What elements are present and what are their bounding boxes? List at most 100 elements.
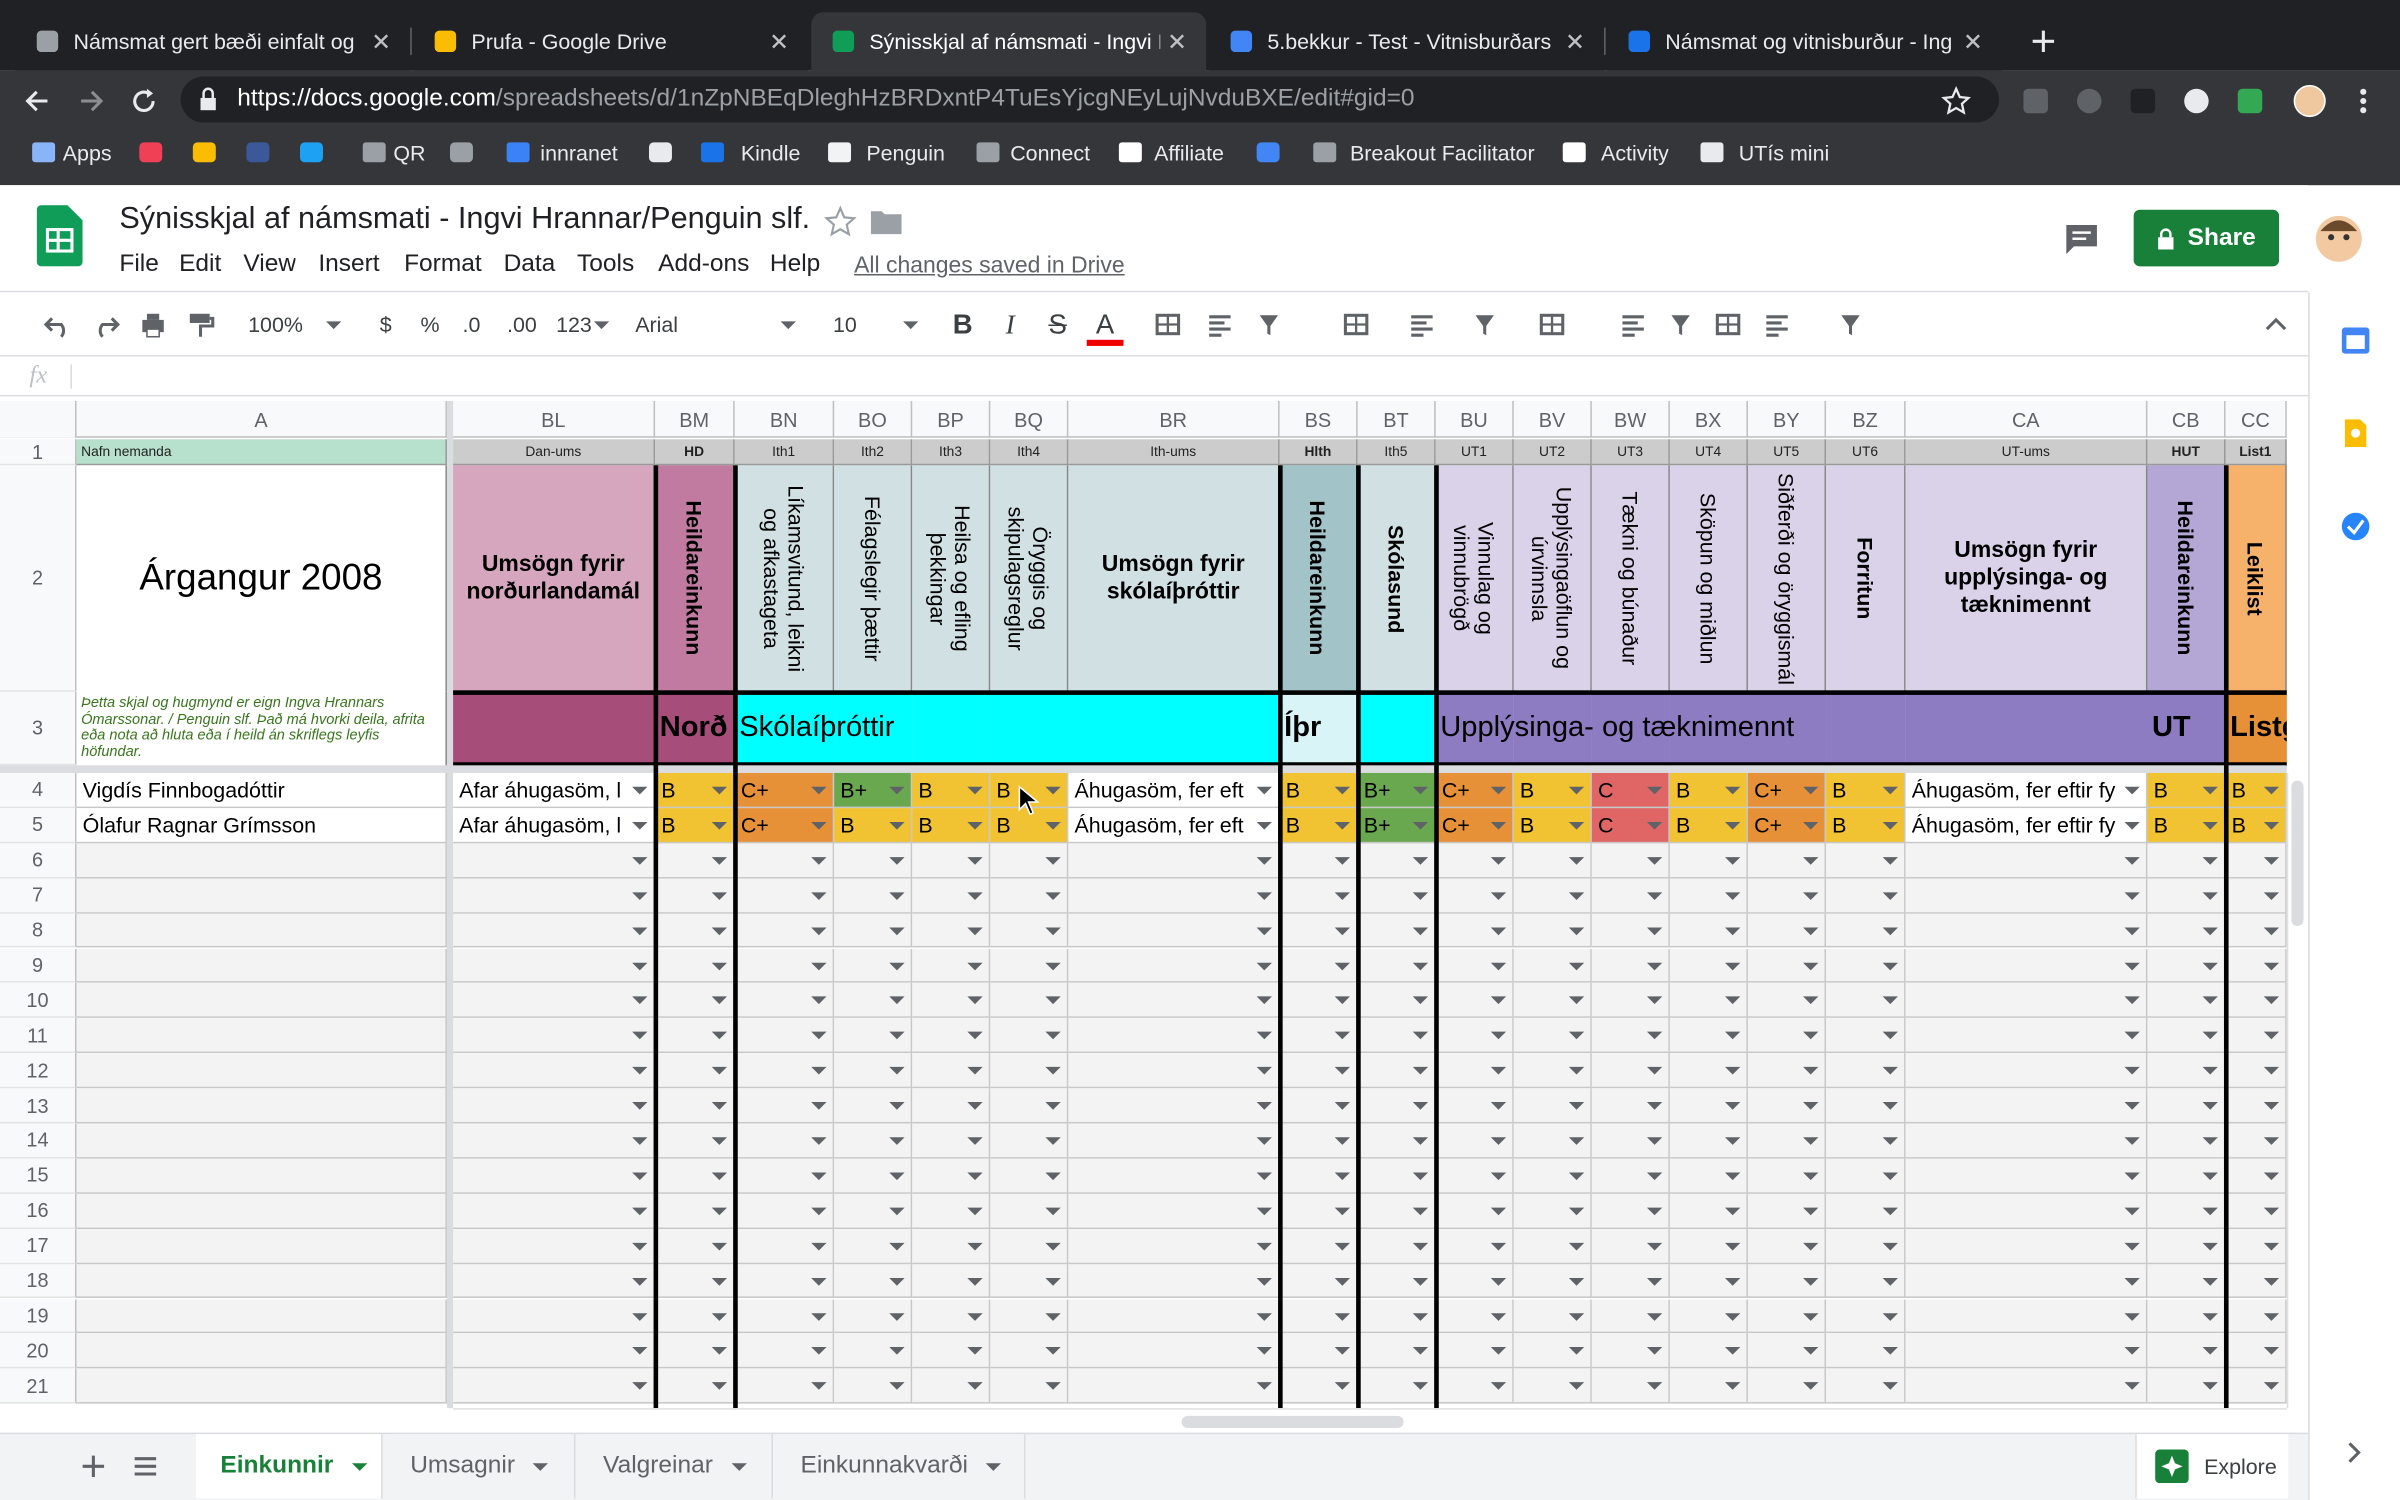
cell[interactable]	[1513, 1228, 1592, 1264]
dropdown-arrow[interactable]	[2263, 926, 2280, 935]
dropdown-arrow[interactable]	[2124, 821, 2140, 830]
bookmark[interactable]: Penguin	[866, 140, 945, 166]
cell[interactable]	[1591, 948, 1670, 984]
dropdown-arrow[interactable]	[1490, 786, 1507, 795]
header-cell[interactable]: Siðferði og öryggismál	[1747, 465, 1827, 692]
cell[interactable]	[1747, 843, 1827, 879]
dropdown-arrow[interactable]	[1334, 926, 1350, 935]
cell[interactable]	[76, 1158, 447, 1194]
extension-icon[interactable]	[2181, 86, 2212, 117]
dropdown-arrow[interactable]	[1412, 1102, 1429, 1110]
group-cell[interactable]	[76, 691, 447, 766]
sheet-tab[interactable]: Einkunnir	[195, 1434, 383, 1499]
cell[interactable]: C+	[1435, 807, 1514, 844]
bookmark[interactable]: QR	[393, 140, 426, 166]
dropdown-arrow[interactable]	[1882, 926, 1898, 935]
dropdown-arrow[interactable]	[967, 1382, 983, 1391]
dropdown-arrow[interactable]	[889, 961, 905, 970]
dropdown-arrow[interactable]	[967, 1242, 983, 1251]
dropdown-arrow[interactable]	[711, 961, 728, 970]
toolbar-bold[interactable]: B	[952, 308, 973, 340]
dropdown-arrow[interactable]	[711, 1312, 728, 1321]
dropdown-arrow[interactable]	[1882, 1102, 1898, 1110]
dropdown-arrow[interactable]	[1045, 1172, 1061, 1180]
code-cell[interactable]: Ith5	[1357, 439, 1436, 466]
cell[interactable]	[2225, 1158, 2287, 1194]
cell[interactable]	[1068, 1333, 1280, 1369]
dropdown-arrow[interactable]	[711, 1347, 728, 1356]
toolbar-icon[interactable]	[773, 309, 804, 340]
dropdown-arrow[interactable]	[1568, 1032, 1585, 1040]
sheets-logo[interactable]	[36, 205, 83, 267]
code-cell[interactable]: HUT	[2147, 439, 2226, 466]
header-cell[interactable]: Öryggis og skipulagsreglur	[990, 465, 1069, 692]
code-cell[interactable]: Ith-ums	[1068, 439, 1280, 466]
header-cell[interactable]: Heildareinkunn	[2147, 465, 2226, 692]
dropdown-arrow[interactable]	[1803, 1277, 1819, 1286]
dropdown-arrow[interactable]	[1882, 856, 1898, 865]
menu-item[interactable]: Tools	[577, 251, 635, 278]
cell[interactable]	[1068, 913, 1280, 949]
reload-button[interactable]	[129, 86, 160, 117]
dropdown-arrow[interactable]	[2124, 1067, 2140, 1075]
dropdown-arrow[interactable]	[1646, 891, 1663, 900]
dropdown-arrow[interactable]	[889, 1242, 905, 1251]
dropdown-arrow[interactable]	[1568, 1207, 1585, 1215]
cell[interactable]	[1905, 1088, 2148, 1124]
dropdown-arrow[interactable]	[2124, 1032, 2140, 1040]
dropdown-arrow[interactable]	[1412, 786, 1429, 795]
cell[interactable]	[1068, 1228, 1280, 1264]
cell[interactable]	[76, 1228, 447, 1264]
dropdown-arrow[interactable]	[1646, 1032, 1663, 1040]
toolbar-icon[interactable]	[1341, 309, 1372, 340]
dropdown-arrow[interactable]	[1412, 1207, 1429, 1215]
dropdown-arrow[interactable]	[1256, 856, 1272, 865]
dropdown-arrow[interactable]	[1412, 926, 1429, 935]
group-cell[interactable]	[1357, 691, 1436, 766]
cell[interactable]	[453, 1368, 656, 1404]
dropdown-arrow[interactable]	[967, 1102, 983, 1110]
row-header[interactable]: 4	[0, 772, 77, 808]
dropdown-arrow[interactable]	[1803, 1207, 1819, 1215]
dropdown-arrow[interactable]	[1724, 961, 1741, 970]
dropdown-arrow[interactable]	[2124, 1277, 2140, 1286]
dropdown-arrow[interactable]	[1490, 1312, 1507, 1321]
menu-item[interactable]: Insert	[318, 251, 380, 278]
dropdown-arrow[interactable]	[1568, 1242, 1585, 1251]
row-header[interactable]: 20	[0, 1333, 77, 1369]
dropdown-arrow[interactable]	[2124, 997, 2140, 1005]
browser-tab[interactable]	[413, 12, 809, 71]
dropdown-arrow[interactable]	[711, 821, 728, 830]
cell[interactable]: B+	[834, 772, 913, 808]
dropdown-arrow[interactable]	[967, 1312, 983, 1321]
dropdown-arrow[interactable]	[2202, 786, 2218, 795]
cell[interactable]: C+	[734, 807, 835, 844]
header-cell[interactable]: Leiklist	[2225, 465, 2287, 692]
browser-tab[interactable]	[15, 12, 411, 71]
menu-item[interactable]: Add-ons	[658, 251, 750, 278]
dropdown-arrow[interactable]	[2202, 1347, 2218, 1356]
dropdown-arrow[interactable]	[632, 1242, 648, 1251]
toolbar-icon[interactable]	[1469, 309, 1500, 340]
dropdown-arrow[interactable]	[811, 997, 827, 1005]
dropdown-arrow[interactable]	[889, 1102, 905, 1110]
group-cell[interactable]	[1826, 691, 1906, 766]
dropdown-arrow[interactable]	[889, 1347, 905, 1356]
dropdown-arrow[interactable]	[1724, 1312, 1741, 1321]
dropdown-arrow[interactable]	[1256, 997, 1272, 1005]
dropdown-arrow[interactable]	[2263, 1172, 2280, 1180]
cell[interactable]	[1905, 948, 2148, 984]
cell[interactable]: B	[1279, 772, 1358, 808]
dropdown-arrow[interactable]	[1803, 1032, 1819, 1040]
cell[interactable]	[734, 1053, 835, 1089]
dropdown-arrow[interactable]	[1724, 1137, 1741, 1145]
cell[interactable]	[1905, 1333, 2148, 1369]
column-header[interactable]: BX	[1670, 401, 1748, 438]
tab-close[interactable]	[370, 31, 391, 52]
tab-close[interactable]	[1166, 31, 1187, 52]
side-panel-toggle[interactable]	[2342, 1439, 2366, 1467]
dropdown-arrow[interactable]	[2263, 1242, 2280, 1251]
menu-item[interactable]: Edit	[179, 251, 222, 278]
dropdown-arrow[interactable]	[1045, 926, 1061, 935]
dropdown-arrow[interactable]	[1256, 1312, 1272, 1321]
